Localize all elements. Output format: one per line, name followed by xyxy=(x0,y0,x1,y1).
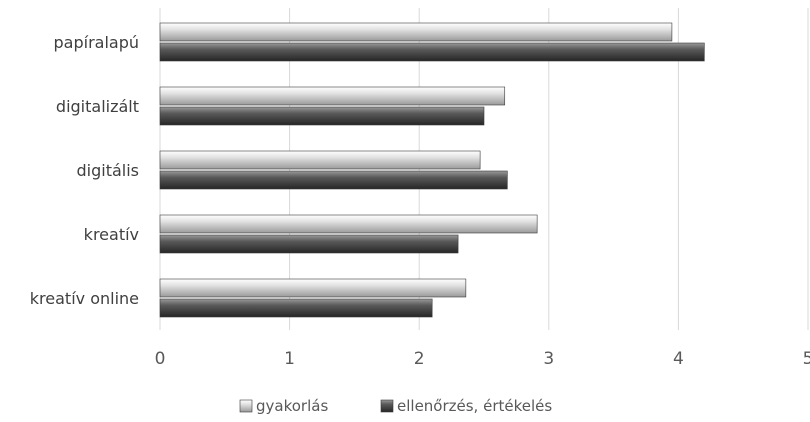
bar-ellenorzes-1 xyxy=(159,106,485,126)
category-labels: papíralapú digitalizált digitális kreatív kr… xyxy=(30,33,139,308)
x-tick-label-5: 5 xyxy=(803,349,810,369)
legend: gyakorlás ellenőrzés, értékelés xyxy=(239,397,552,415)
x-tick-label-0: 0 xyxy=(155,349,166,369)
x-tick-label-3: 3 xyxy=(543,349,554,369)
bar-gyakorlas-3 xyxy=(159,214,538,234)
bar-ellenorzes-0 xyxy=(159,42,705,62)
bar-gyakorlas-2 xyxy=(159,150,481,170)
bar-ellenorzes-4 xyxy=(159,298,433,318)
category-label-4: kreatív online xyxy=(30,289,139,308)
x-tick-label-2: 2 xyxy=(414,349,425,369)
legend-item-ellenorzes-label: ellenőrzés, értékelés xyxy=(397,397,552,415)
x-tick-label-1: 1 xyxy=(284,349,295,369)
legend-item-ellenorzes-swatch xyxy=(380,399,394,413)
bar-gyakorlas-0 xyxy=(159,22,673,42)
category-label-0: papíralapú xyxy=(54,33,140,52)
category-label-3: kreatív xyxy=(84,225,139,244)
category-label-2: digitális xyxy=(76,161,139,180)
bars xyxy=(159,22,705,318)
bar-gyakorlas-4 xyxy=(159,278,467,298)
bar-ellenorzes-2 xyxy=(159,170,508,190)
category-label-1: digitalizált xyxy=(56,97,139,116)
bar-ellenorzes-3 xyxy=(159,234,459,254)
x-tick-labels: 0 1 2 3 4 5 xyxy=(155,349,810,369)
legend-item-gyakorlas-label: gyakorlás xyxy=(256,397,328,415)
x-tick-label-4: 4 xyxy=(673,349,684,369)
legend-item-gyakorlas-swatch xyxy=(239,399,253,413)
bar-gyakorlas-1 xyxy=(159,86,506,106)
